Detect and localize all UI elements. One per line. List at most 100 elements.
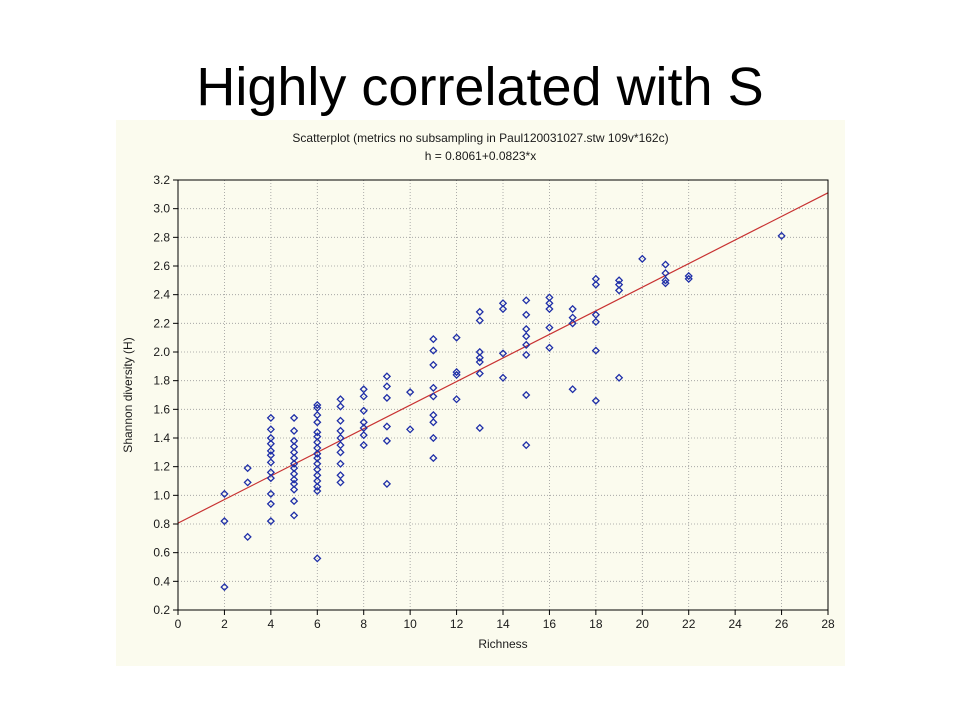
data-point [429,392,438,401]
data-point [266,425,275,434]
data-point [382,382,392,391]
data-point [522,340,531,349]
data-point [336,426,345,435]
points-layer [220,231,786,592]
data-point [220,489,229,499]
x-tick-label: 0 [175,617,182,631]
data-point [429,346,438,355]
data-point [313,418,322,427]
y-tick-label: 1.8 [153,374,170,388]
x-tick-label: 8 [360,617,367,631]
x-tick-label: 22 [682,617,696,631]
data-point [498,304,508,314]
x-tick-label: 6 [314,617,321,631]
data-point [429,383,438,392]
data-point [475,357,484,367]
x-tick-label: 16 [543,617,557,631]
data-point [266,517,275,526]
y-tick-label: 3.2 [153,173,170,187]
y-tick-label: 2.4 [153,288,170,302]
data-point [336,459,345,468]
data-point [382,372,392,381]
y-tick-label: 1.4 [153,431,170,445]
data-point [545,304,554,314]
data-point [522,324,531,334]
y-tick-label: 3.0 [153,202,170,216]
data-point [522,296,531,305]
data-point [220,517,229,526]
data-point [591,346,600,355]
data-point [313,482,322,491]
grid-layer [178,180,828,610]
data-point [336,471,345,480]
ticks-layer: 0 2 4 6 8 10 12 14 16 18 20 22 24 26 280.20.40.60.81.0… [153,173,835,631]
x-tick-label: 14 [496,617,510,631]
data-point [266,413,275,423]
data-point [382,393,392,402]
data-point [359,431,368,440]
data-point [289,413,299,423]
data-point [475,423,484,433]
data-point [498,373,508,382]
data-point [498,349,508,358]
data-point [336,402,345,411]
data-point [661,276,670,285]
data-point [406,388,415,397]
data-point [266,499,275,509]
chart-panel: 0 2 4 6 8 10 12 14 16 18 20 22 24 26 28 0.2 0.4 0.6 0.8 1.0… [116,120,845,666]
data-point [568,385,577,394]
data-point [545,323,554,332]
data-point [266,458,275,467]
data-point [452,333,461,342]
data-point [591,280,600,289]
data-point [313,400,322,410]
y-tick-label: 1.6 [153,402,170,416]
y-tick-label: 1.2 [153,460,170,474]
data-point [661,279,670,288]
y-tick-label: 2.0 [153,345,170,359]
data-point [429,360,438,370]
data-point [382,479,392,488]
slide-title: Highly correlated with S [196,57,764,117]
data-point [522,441,531,450]
data-point [266,451,275,460]
data-point [661,260,670,269]
data-point [266,446,275,456]
data-point [406,425,415,434]
data-point [382,422,392,431]
data-point [266,489,275,499]
data-point [336,395,345,404]
data-point [684,274,693,284]
data-point [614,276,624,285]
data-point [684,271,693,281]
x-tick-label: 28 [821,617,835,631]
data-point [289,426,299,435]
plot-frame [177,179,829,611]
data-point [475,353,484,362]
y-tick-label: 0.2 [153,603,170,617]
data-point [429,410,438,420]
data-point [429,418,438,427]
data-point [591,317,600,327]
data-point [452,370,461,380]
data-point [266,474,275,483]
data-point [289,459,299,468]
data-point [313,449,322,458]
data-point [452,395,461,404]
data-point [336,416,345,425]
data-point [243,478,252,487]
y-tick-label: 1.0 [153,488,170,502]
fit-line [177,192,829,524]
data-point [522,390,531,400]
x-tick-label: 2 [221,617,228,631]
y-tick-label: 2.2 [153,316,170,330]
x-tick-label: 12 [450,617,464,631]
data-point [289,485,299,494]
data-point [522,350,531,359]
data-point [522,310,531,319]
data-point [289,511,299,520]
data-point [522,332,531,341]
data-point [591,396,600,405]
x-tick-label: 10 [403,617,417,631]
x-tick-label: 26 [775,617,789,631]
